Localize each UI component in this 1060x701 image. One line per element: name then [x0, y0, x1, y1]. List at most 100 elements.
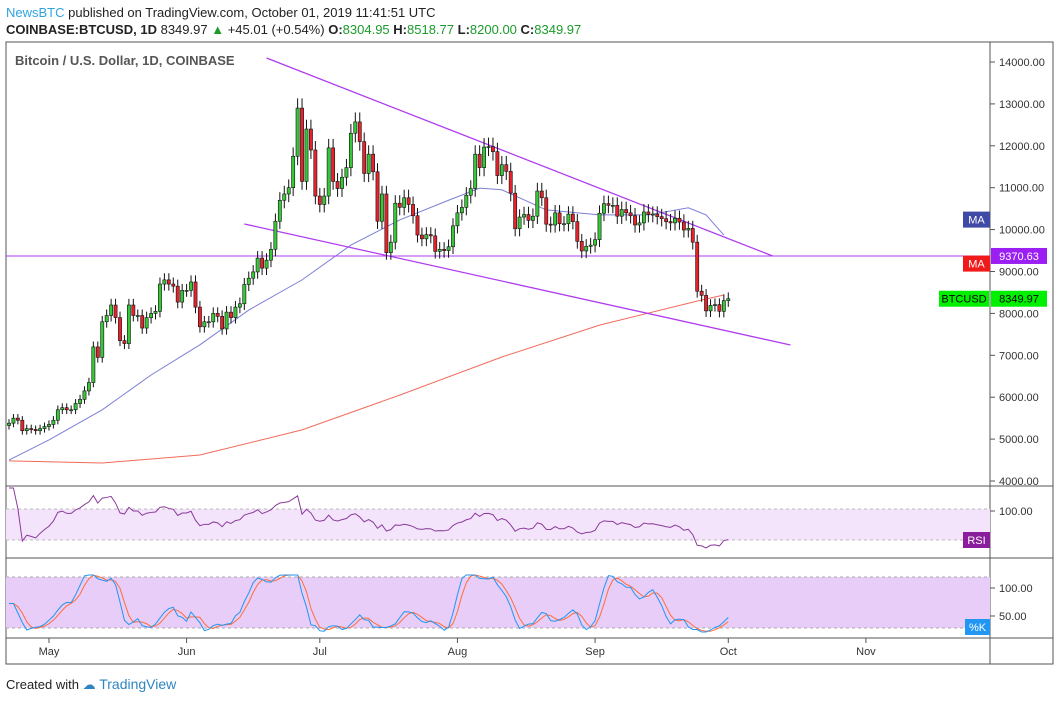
candle — [224, 311, 229, 330]
candle — [242, 284, 247, 305]
candle — [251, 271, 256, 279]
candle — [659, 216, 664, 220]
candle — [504, 164, 509, 172]
candle — [184, 290, 189, 292]
candle — [260, 257, 264, 269]
candle — [646, 211, 651, 215]
stoch-k-label: %K — [969, 622, 987, 634]
rsi-label-bg — [963, 532, 990, 548]
candle — [615, 204, 620, 217]
footer: Created with ☁ TradingView — [6, 676, 176, 693]
candle — [109, 304, 114, 316]
last-price-label: 8349.97 — [999, 294, 1039, 306]
candle — [562, 223, 566, 226]
candle — [64, 407, 69, 411]
candle — [38, 428, 42, 432]
tradingview-brand[interactable]: TradingView — [99, 676, 177, 692]
candle — [309, 128, 313, 151]
candle — [384, 193, 389, 253]
candle — [624, 209, 629, 214]
candle — [455, 212, 460, 227]
ma-slow-label: MA — [968, 259, 985, 271]
x-tick-label: Aug — [448, 646, 468, 658]
last-price: 8349.97 — [160, 22, 208, 37]
candle — [122, 340, 127, 344]
publisher-link[interactable]: NewsBTC — [6, 5, 65, 20]
candle — [371, 153, 375, 173]
rsi-tick-label: 100.00 — [999, 506, 1033, 518]
candle — [499, 164, 504, 176]
candle — [650, 213, 655, 216]
candle — [33, 429, 38, 432]
candle — [584, 246, 589, 252]
ohlc-line: COINBASE:BTCUSD, 1D 8349.97 ▲ +45.01 (+0… — [6, 22, 581, 37]
x-tick-label: Sep — [585, 646, 605, 658]
candle — [11, 417, 16, 424]
candle — [295, 107, 300, 157]
candle — [468, 188, 473, 196]
high-label: H: — [393, 22, 407, 37]
candle — [531, 215, 535, 221]
candle — [437, 248, 442, 252]
candle — [291, 155, 296, 188]
candle — [637, 222, 642, 226]
candle — [473, 153, 478, 189]
candle — [642, 211, 646, 224]
candle — [300, 107, 304, 182]
candle — [69, 409, 74, 412]
publish-line: NewsBTC published on TradingView.com, Oc… — [6, 5, 436, 20]
candle — [162, 279, 167, 285]
low-value: 8200.00 — [469, 22, 517, 37]
candle — [269, 248, 273, 261]
x-tick-label: May — [39, 646, 60, 658]
candle — [579, 241, 584, 252]
candle — [681, 221, 686, 231]
y-tick-label: 4000.00 — [999, 476, 1039, 488]
ma-fast-label-bg — [963, 211, 990, 228]
candle — [286, 187, 291, 195]
chart-title: Bitcoin / U.S. Dollar, 1D, COINBASE — [15, 53, 235, 68]
candle — [322, 195, 327, 205]
candle — [388, 241, 393, 253]
candle — [491, 146, 495, 152]
candle — [326, 147, 331, 197]
candle — [206, 321, 211, 324]
candle — [526, 214, 531, 221]
ma-slow-line — [8, 294, 724, 464]
candle — [699, 290, 704, 296]
y-tick-label: 8000.00 — [999, 308, 1039, 320]
y-tick-label: 12000.00 — [999, 141, 1045, 153]
symbol-label-bg — [939, 290, 989, 307]
candle — [193, 281, 198, 308]
stoch-tick-label: 50.00 — [999, 611, 1027, 623]
candle — [78, 398, 82, 404]
candle — [237, 303, 242, 308]
candle — [380, 193, 384, 222]
x-tick-label: Jul — [313, 646, 327, 658]
x-tick-label: Oct — [720, 646, 737, 658]
candle — [553, 212, 558, 226]
candle — [29, 428, 34, 430]
candle — [198, 306, 202, 328]
candle — [113, 304, 118, 318]
last-price-label-bg — [991, 290, 1047, 307]
candle — [606, 203, 611, 206]
candle — [118, 317, 122, 341]
y-tick-label: 5000.00 — [999, 434, 1039, 446]
candle — [628, 212, 633, 217]
candle — [264, 259, 269, 269]
candle — [726, 298, 731, 301]
candle — [220, 316, 225, 330]
candle — [215, 313, 220, 317]
y-tick-label: 11000.00 — [999, 183, 1044, 195]
candle — [548, 223, 553, 226]
candle — [246, 277, 251, 285]
candle — [229, 311, 233, 318]
x-tick-label: Jun — [178, 646, 196, 658]
candle — [340, 176, 344, 189]
low-label: L: — [457, 22, 470, 37]
candle — [402, 197, 407, 208]
stoch-d-line — [9, 574, 729, 632]
y-tick-label: 9000.00 — [999, 267, 1039, 279]
